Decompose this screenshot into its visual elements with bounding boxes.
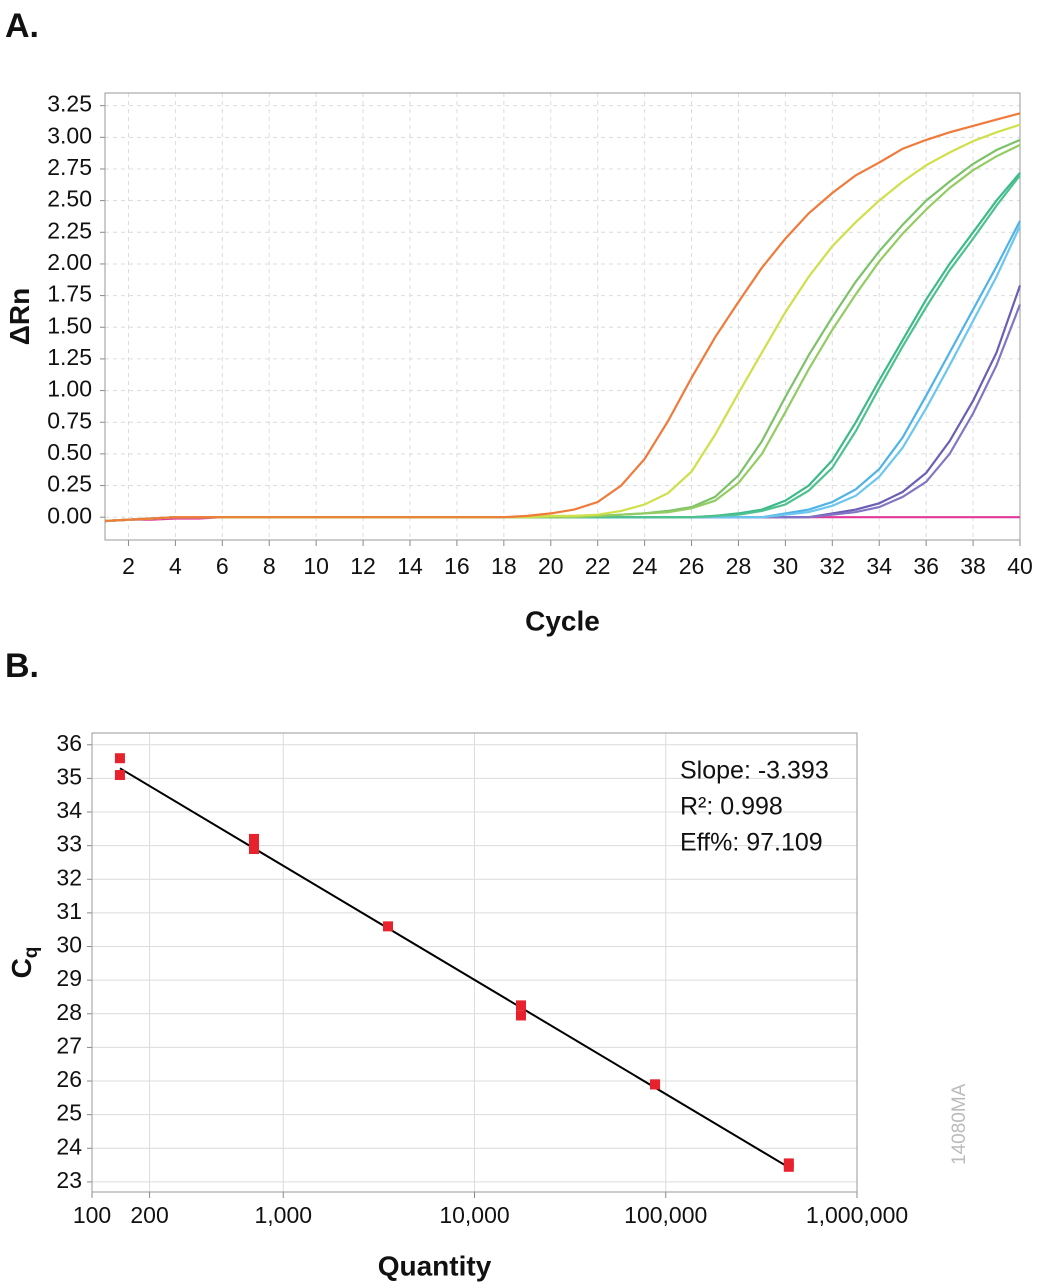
x-tick-label: 12 [350, 553, 376, 579]
x-tick-label: 14 [397, 553, 423, 579]
y-tick-label: 26 [56, 1066, 82, 1092]
x-tick-label: 38 [960, 553, 986, 579]
y-tick-label: 25 [56, 1100, 82, 1126]
y-tick-label: 0.25 [47, 471, 92, 497]
data-point [114, 753, 125, 764]
plot-frame [104, 92, 1021, 541]
y-tick-label: 1.50 [47, 312, 92, 338]
y-tick-label: 33 [56, 831, 82, 857]
y-tick-label: 0.75 [47, 407, 92, 433]
plot-frame [91, 732, 858, 1193]
x-tick-label: 34 [866, 553, 892, 579]
data-point [783, 1161, 794, 1172]
x-tick-label: 6 [216, 553, 229, 579]
data-point [114, 770, 125, 781]
y-tick-label: 30 [56, 932, 82, 958]
panel-title: A. [5, 7, 39, 45]
y-tick-label: 35 [56, 763, 82, 789]
y-tick-label: 23 [56, 1167, 82, 1193]
data-line [104, 220, 1021, 523]
data-point [650, 1079, 661, 1090]
annotation: R²: 0.998 [680, 793, 783, 821]
x-tick-label: 2 [122, 553, 135, 579]
x-axis-label: Cycle [525, 605, 600, 636]
data-line [104, 304, 1022, 523]
y-tick-label: 29 [56, 965, 82, 991]
y-axis-label-sub: q [21, 947, 42, 959]
data-line [104, 123, 1021, 523]
data-line [104, 112, 1021, 523]
x-tick-label: 26 [679, 553, 705, 579]
data-point [383, 921, 394, 932]
y-tick-label: 36 [56, 730, 82, 756]
y-tick-label: 27 [56, 1032, 82, 1058]
y-tick-label: 0.00 [47, 502, 92, 528]
x-tick-label: 1,000 [254, 1202, 312, 1228]
x-tick-label: 200 [130, 1202, 168, 1228]
x-tick-label: 1,000,000 [806, 1202, 908, 1228]
y-tick-label: 2.75 [47, 154, 92, 180]
y-tick-label: 31 [56, 898, 82, 924]
data-line [104, 174, 1021, 523]
y-axis-label: Cq [6, 947, 42, 979]
x-tick-label: 22 [585, 553, 611, 579]
y-tick-label: 2.00 [47, 249, 92, 275]
x-tick-label: 36 [913, 553, 939, 579]
x-tick-label: 30 [773, 553, 799, 579]
x-tick-label: 16 [444, 553, 470, 579]
y-tick-label: 3.00 [47, 122, 92, 148]
panel-title: B. [5, 647, 39, 685]
figure-id: 14080MA [949, 1083, 970, 1165]
y-tick-label: 3.25 [47, 91, 92, 117]
y-tick-label: 24 [56, 1133, 82, 1159]
x-axis-label: Quantity [378, 1250, 492, 1281]
x-tick-label: 20 [538, 553, 564, 579]
x-tick-label: 10,000 [439, 1202, 509, 1228]
x-tick-label: 18 [491, 553, 517, 579]
y-axis-label-main: ΔRn [4, 288, 35, 345]
y-axis-label: ΔRn [4, 288, 35, 345]
annotation: Slope: -3.393 [680, 757, 829, 785]
x-tick-label: 100,000 [624, 1202, 707, 1228]
y-axis-label-main: C [6, 958, 37, 978]
x-tick-label: 40 [1007, 553, 1033, 579]
x-tick-label: 28 [726, 553, 752, 579]
y-tick-label: 2.25 [47, 217, 92, 243]
y-tick-label: 1.25 [47, 344, 92, 370]
data-point [515, 1000, 526, 1011]
y-tick-label: 2.50 [47, 186, 92, 212]
data-point [248, 833, 259, 844]
y-tick-label: 0.50 [47, 439, 92, 465]
y-tick-label: 1.75 [47, 281, 92, 307]
x-tick-label: 8 [263, 553, 276, 579]
x-tick-label: 10 [303, 553, 329, 579]
annotation: Eff%: 97.109 [680, 829, 823, 857]
y-tick-label: 1.00 [47, 376, 92, 402]
data-line [104, 172, 1021, 523]
x-tick-label: 100 [73, 1202, 111, 1228]
trendline [119, 767, 790, 1169]
x-tick-label: 24 [632, 553, 658, 579]
y-tick-label: 32 [56, 864, 82, 890]
data-point [515, 1010, 526, 1021]
x-tick-label: 4 [169, 553, 182, 579]
data-point [248, 844, 259, 855]
y-tick-label: 28 [56, 999, 82, 1025]
x-tick-label: 32 [820, 553, 846, 579]
y-tick-label: 34 [56, 797, 82, 823]
